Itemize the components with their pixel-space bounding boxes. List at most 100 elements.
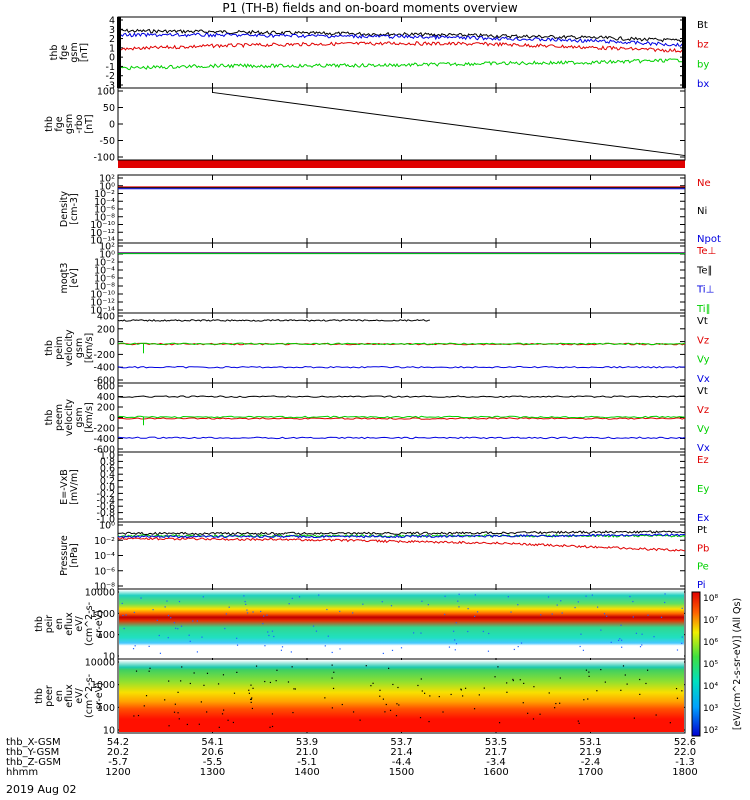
speck: [271, 630, 274, 632]
speck: [339, 610, 341, 613]
speck: [635, 632, 638, 634]
speck: [633, 717, 635, 719]
series-Vt: [117, 395, 686, 398]
y-tick-label: 400: [97, 392, 115, 403]
speck: [610, 641, 612, 643]
y-tick-label: 200: [97, 403, 115, 414]
y-axis-label: [cm-3]: [69, 193, 80, 224]
speck: [370, 685, 372, 687]
panel-7: 1.00.80.60.40.20.0-0.2-0.4-0.6-0.8-1.0 E=…: [59, 451, 709, 526]
legend-Pe: Pe: [697, 562, 709, 573]
speck: [206, 672, 209, 674]
speck: [454, 649, 456, 651]
speck: [135, 670, 138, 672]
speck: [596, 690, 598, 692]
y-tick-label: 10⁻⁸: [94, 212, 115, 223]
colorbar-tick-label: 10⁷: [703, 616, 718, 626]
speck: [243, 595, 245, 597]
date-label: 2019 Aug 02: [6, 783, 77, 796]
speck: [647, 614, 649, 616]
speck: [513, 648, 515, 651]
speck: [178, 718, 180, 720]
speck: [617, 639, 620, 641]
y-axis-label: eV/: [74, 687, 85, 703]
speck: [676, 649, 679, 651]
x-axis-value: 54.1: [201, 737, 223, 748]
speck: [510, 611, 512, 613]
y-tick-label: 0: [109, 337, 115, 348]
speck: [222, 674, 225, 676]
speck: [620, 689, 622, 691]
speck: [621, 646, 623, 648]
speck: [561, 612, 563, 614]
x-axis-value: 1200: [105, 767, 130, 778]
y-tick-label: 10⁻⁸: [94, 282, 115, 293]
panel-frame: [117, 16, 686, 89]
speck: [580, 633, 582, 635]
speck: [539, 713, 541, 715]
y-tick-label: 4: [109, 16, 115, 27]
speck: [178, 600, 181, 603]
colorbar-tick-label: 10⁴: [703, 682, 718, 692]
y-tick-label: 10⁰: [99, 250, 115, 261]
speck: [675, 688, 678, 690]
colorbar-tick-label: 10⁶: [703, 638, 718, 648]
speck: [483, 687, 485, 689]
speck: [198, 723, 200, 725]
legend-Vz: Vz: [697, 335, 709, 346]
y-tick-label: 0.2: [100, 476, 115, 487]
speck: [448, 646, 451, 648]
edge-bar-left: [117, 17, 121, 88]
speck: [168, 725, 170, 727]
x-axis-value: 52.6: [674, 737, 696, 748]
speck: [222, 709, 225, 711]
speck: [326, 608, 328, 611]
y-axis-label: fge: [59, 45, 70, 60]
y-tick-label: 10⁻⁴: [94, 551, 115, 562]
speck: [228, 606, 230, 608]
speck: [632, 600, 634, 603]
speck: [121, 602, 123, 605]
y-axis-label: thb: [44, 116, 55, 132]
speck: [196, 651, 198, 653]
y-axis-label: thb: [44, 410, 55, 426]
speck: [482, 630, 484, 633]
y-tick-label: 200: [97, 324, 115, 335]
x-axis-value: 22.0: [674, 747, 696, 758]
y-tick-label: 0.6: [100, 463, 115, 474]
colorbar-tick-label: 10⁸: [703, 594, 718, 604]
speck: [577, 720, 579, 722]
y-tick-label: -0.4: [96, 495, 115, 506]
speck: [620, 624, 622, 626]
speck: [420, 678, 422, 680]
speck: [250, 701, 252, 704]
y-tick-label: 10⁻⁶: [94, 274, 115, 285]
x-axis-row-label: thb_Y-GSM: [6, 747, 59, 758]
speck: [506, 691, 508, 693]
speck: [252, 611, 254, 613]
chart-title: P1 (TH-B) fields and on-board moments ov…: [222, 1, 518, 15]
speck: [390, 605, 393, 607]
y-axis-label: gsm: [64, 114, 75, 134]
speck: [385, 703, 387, 706]
y-tick-label: 10⁻⁸: [94, 582, 115, 593]
speck: [454, 639, 456, 641]
speck: [517, 645, 519, 648]
legend-Te∥: Te∥: [696, 265, 713, 276]
speck: [148, 670, 150, 672]
speck: [167, 614, 170, 617]
speck: [249, 698, 252, 700]
speck: [555, 702, 557, 705]
y-axis-label: gsm: [74, 407, 85, 427]
legend-Vt: Vt: [697, 316, 708, 327]
x-axis-value: -3.4: [486, 757, 506, 768]
y-axis-label: [nT]: [79, 43, 90, 62]
speck: [619, 638, 621, 640]
speck: [180, 625, 183, 627]
series-rbo: [212, 91, 686, 157]
colorbar: [691, 591, 701, 737]
speck: [587, 698, 589, 700]
speck: [281, 646, 284, 648]
y-tick-label: -3: [106, 81, 115, 92]
speck: [227, 719, 229, 721]
